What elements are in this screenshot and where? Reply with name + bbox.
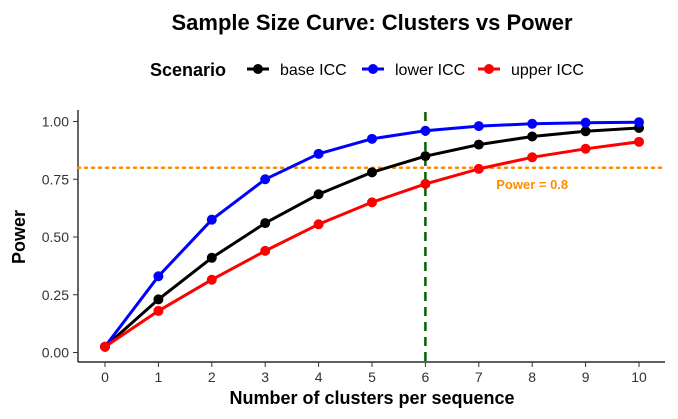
x-tick-label: 6 [422, 369, 430, 385]
power-annotation: Power = 0.8 [496, 177, 568, 192]
legend-key-point [484, 64, 494, 74]
chart-title: Sample Size Curve: Clusters vs Power [171, 10, 572, 35]
data-point [580, 126, 591, 137]
data-point [367, 133, 377, 144]
data-point [260, 174, 271, 185]
data-point [634, 117, 644, 128]
x-tick-label: 2 [208, 369, 216, 385]
data-point [313, 189, 324, 200]
data-point [313, 219, 324, 230]
data-point [153, 305, 164, 316]
data-point [473, 163, 484, 174]
data-point [420, 178, 431, 189]
x-tick-label: 5 [368, 369, 376, 385]
data-point [260, 245, 271, 256]
data-point [473, 121, 484, 132]
y-tick-label: 1.00 [42, 114, 69, 130]
y-tick-label: 0.00 [42, 345, 69, 361]
legend-title: Scenario [150, 60, 226, 80]
x-tick-label: 3 [261, 369, 269, 385]
data-point [100, 341, 110, 352]
x-tick-label: 9 [582, 369, 590, 385]
legend-label: lower ICC [395, 62, 465, 79]
legend-label: upper ICC [511, 62, 584, 79]
legend-key-point [253, 64, 263, 74]
data-point [634, 136, 644, 147]
x-tick-label: 0 [101, 369, 109, 385]
data-point [527, 131, 538, 142]
x-tick-label: 4 [315, 369, 323, 385]
y-axis-title: Power [9, 210, 29, 264]
data-point [527, 118, 538, 129]
y-tick-label: 0.75 [42, 171, 69, 187]
y-tick-label: 0.50 [42, 229, 69, 245]
data-point [206, 274, 217, 285]
data-point [420, 151, 431, 162]
data-point [260, 218, 271, 229]
data-point [313, 148, 324, 159]
legend-label: base ICC [280, 62, 347, 79]
data-point [206, 214, 217, 225]
legend: Scenario base ICC lower ICC upper ICC [150, 60, 584, 80]
data-point [367, 167, 377, 178]
data-point [473, 139, 484, 150]
data-point [580, 117, 591, 128]
x-tick-label: 7 [475, 369, 483, 385]
data-point [153, 294, 164, 305]
legend-key-point [368, 64, 378, 74]
data-point [527, 152, 538, 163]
series-line-lower-icc [103, 120, 640, 348]
data-point [153, 271, 164, 282]
data-point [580, 143, 591, 154]
data-point [206, 252, 217, 263]
data-point [420, 125, 431, 136]
y-tick-label: 0.25 [42, 287, 69, 303]
x-tick-label: 10 [631, 369, 647, 385]
x-tick-label: 8 [528, 369, 536, 385]
x-axis-title: Number of clusters per sequence [229, 388, 514, 408]
plot-area: 0 1 2 3 4 5 6 7 8 9 10 0.00 0.25 0.50 0.75 1.00 Power = … [42, 110, 667, 385]
series-line-base-icc [104, 126, 640, 348]
data-point [367, 197, 377, 208]
x-tick-label: 1 [155, 369, 163, 385]
